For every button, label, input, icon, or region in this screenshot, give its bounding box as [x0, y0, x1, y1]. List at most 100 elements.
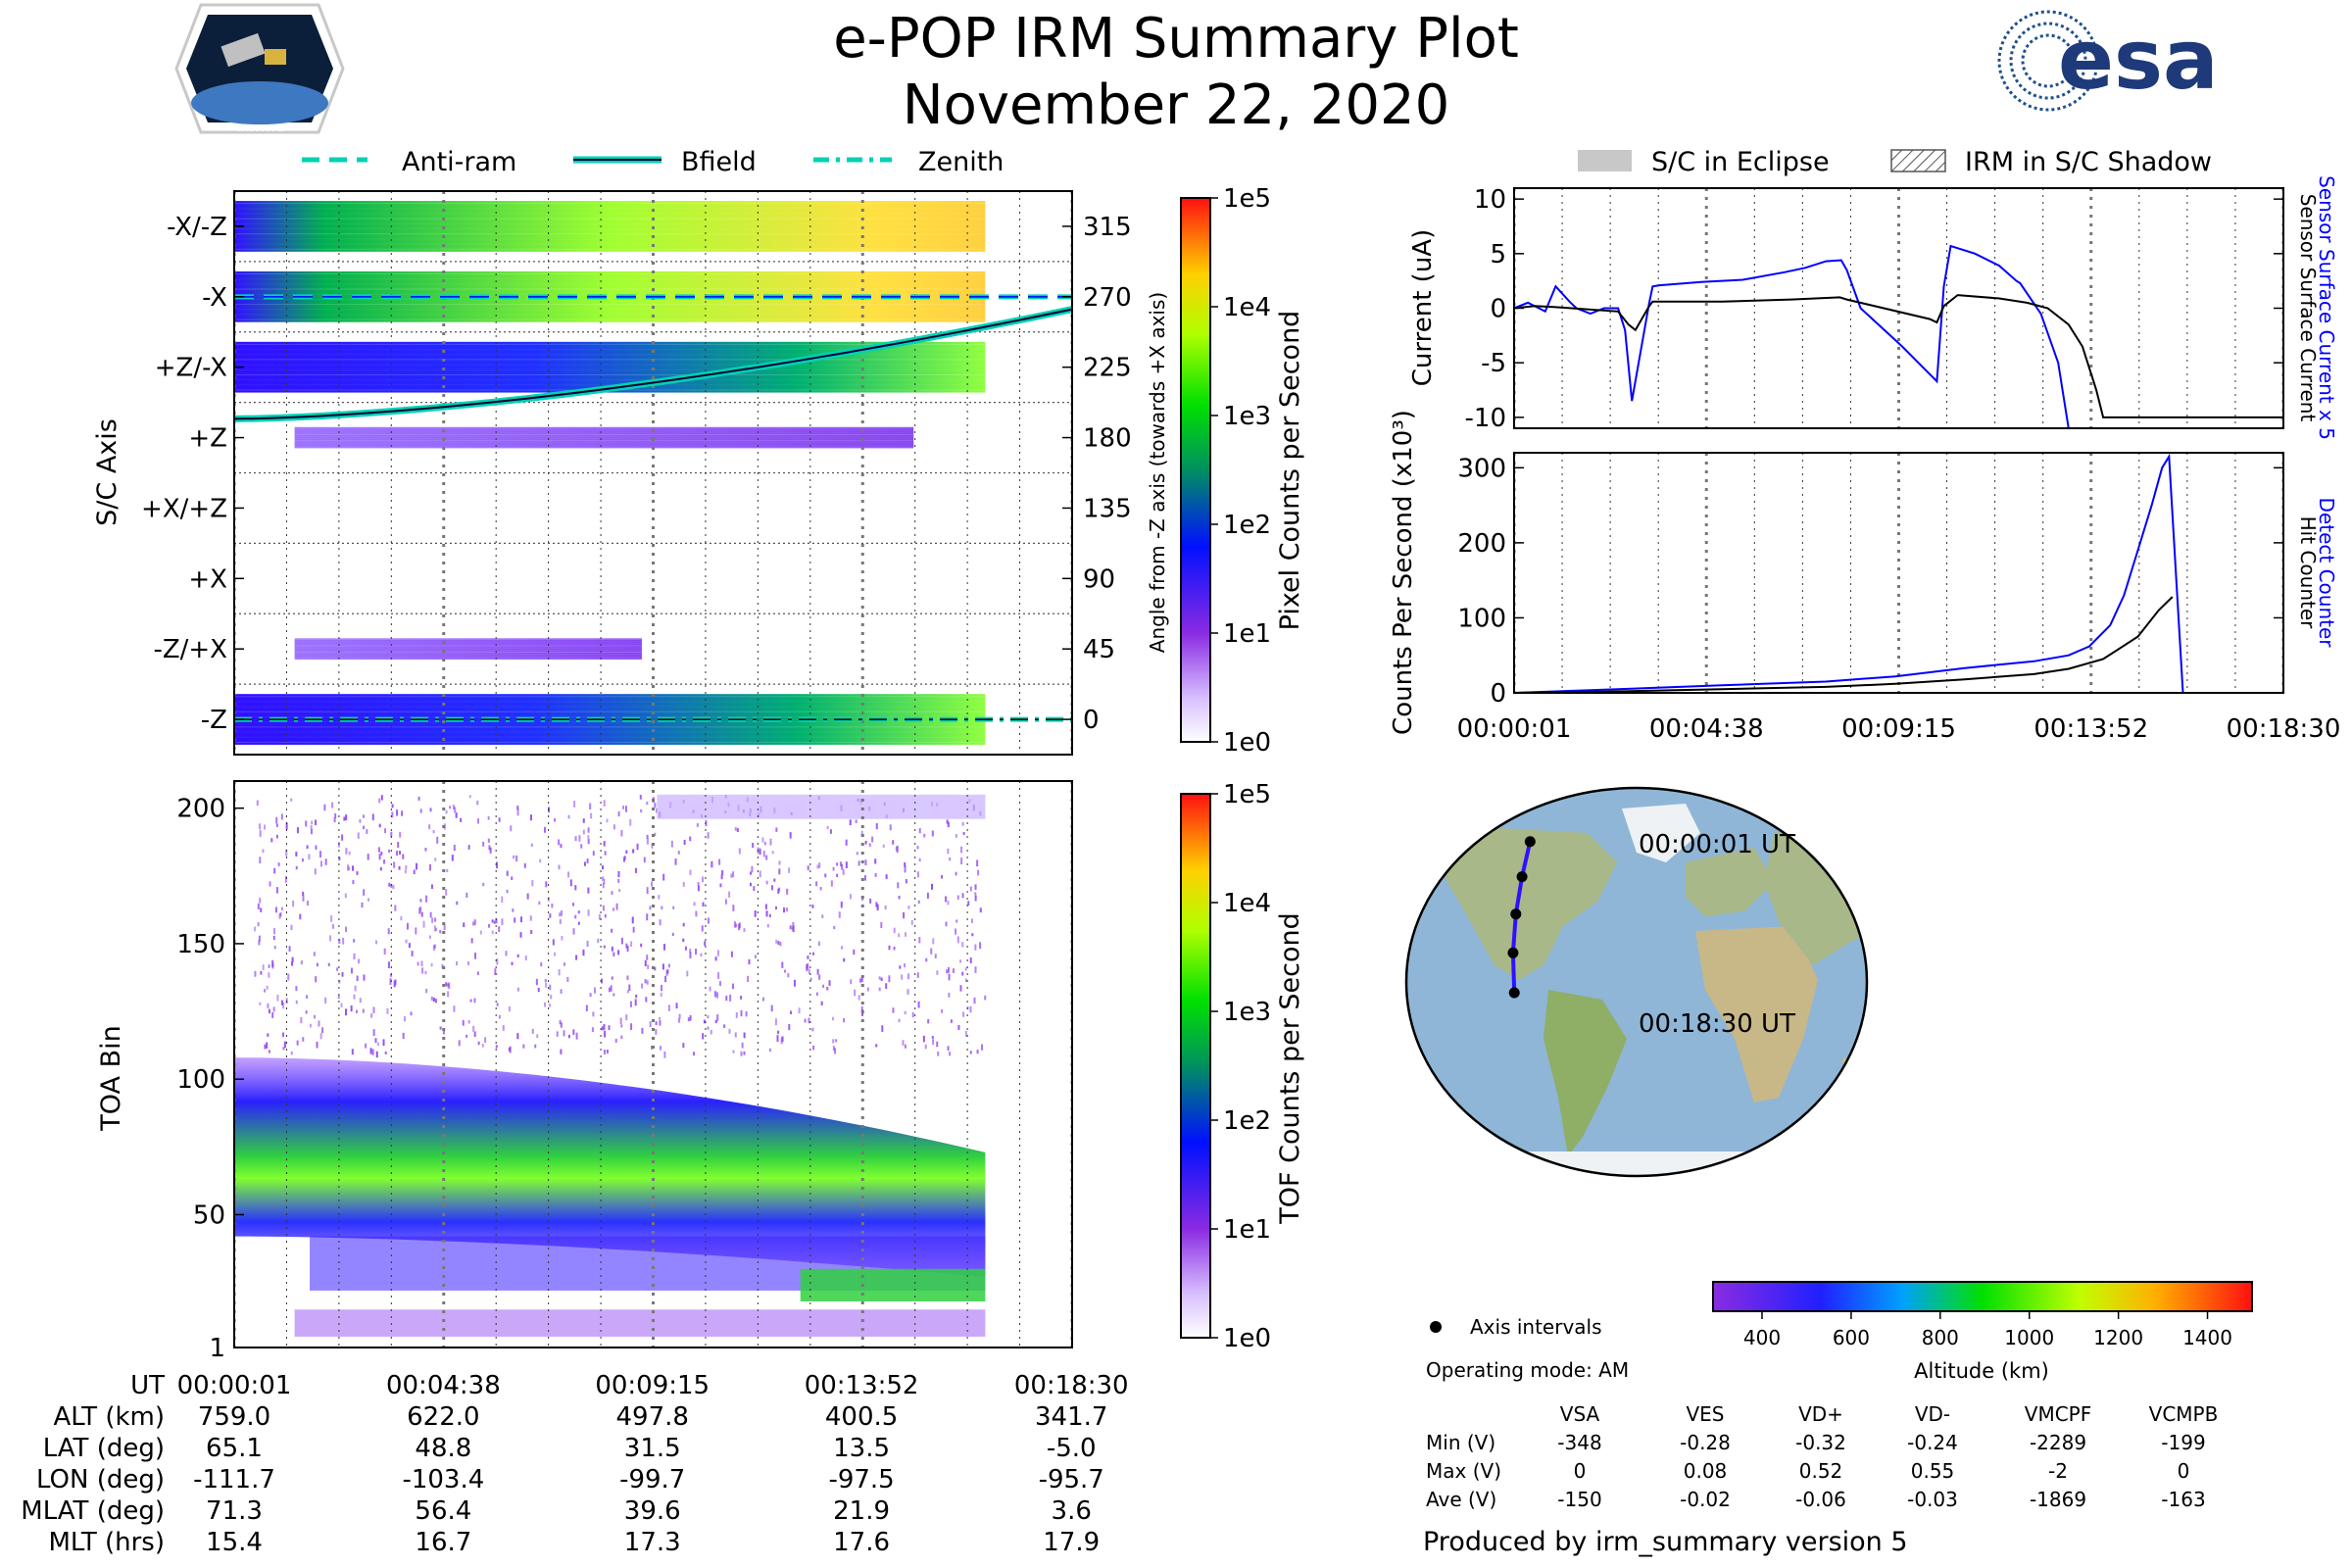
toa-speckle — [598, 913, 601, 920]
toa-speckle — [305, 820, 308, 827]
toa-speckle — [815, 992, 818, 997]
toa-speckle — [276, 994, 279, 1002]
toa-speckle — [632, 849, 635, 854]
toa-speckle — [910, 919, 913, 925]
toa-speckle — [761, 997, 764, 1002]
toa-speckle — [270, 838, 273, 843]
toa-speckle — [522, 1044, 525, 1049]
toa-speckle — [357, 832, 360, 839]
toa-speckle — [620, 937, 623, 945]
toa-speckle — [786, 907, 789, 912]
toa-speckle — [858, 860, 860, 866]
toa-speckle — [318, 851, 321, 858]
toa-speckle — [343, 816, 346, 821]
toa-speckle — [817, 941, 820, 947]
toa-speckle — [345, 926, 348, 933]
toa-speckle — [424, 970, 427, 975]
toa-speckle — [630, 1023, 633, 1031]
toa-speckle — [430, 962, 433, 967]
toa-speckle — [937, 1051, 940, 1056]
toa-speckle — [793, 979, 796, 987]
toa-speckle — [718, 858, 721, 865]
toa-speckle — [266, 985, 269, 990]
toa-speckle — [501, 918, 504, 926]
sc-overlay-lines — [234, 294, 1072, 722]
sc-band-0 — [234, 201, 986, 252]
toa-speckle — [893, 927, 896, 934]
toa-speckle — [601, 1026, 604, 1031]
toa-speckle — [885, 983, 888, 990]
toa-speckle — [961, 971, 964, 976]
toa-speckle — [425, 988, 428, 994]
toa-speckle — [678, 1018, 681, 1023]
toa-speckle — [313, 952, 316, 956]
ephemeris-cell: 00:04:38 — [386, 1371, 501, 1400]
toa-speckle — [625, 806, 628, 812]
toa-speckle — [946, 819, 949, 824]
toa-speckle — [783, 907, 786, 913]
toa-speckle — [577, 910, 580, 914]
toa-speckle — [311, 820, 314, 825]
toa-speckle — [377, 847, 380, 853]
toa-speckle — [356, 975, 359, 982]
toa-speckle — [416, 961, 419, 966]
toa-speckle — [664, 975, 667, 983]
toa-speckle — [382, 1039, 385, 1047]
toa-speckle — [693, 902, 696, 906]
toa-speckle — [526, 893, 529, 900]
toa-speckle — [467, 1020, 470, 1024]
toa-speckle — [960, 846, 963, 854]
toa-speckle — [538, 901, 541, 906]
toa-speckle — [442, 1029, 445, 1035]
toa-speckle — [259, 830, 262, 837]
toa-speckle — [466, 961, 469, 965]
toa-speckle — [275, 823, 278, 827]
toa-speckle — [979, 942, 982, 950]
toa-speckle — [659, 919, 662, 926]
toa-speckle — [572, 928, 575, 935]
toa-speckle — [319, 860, 322, 867]
toa-speckle — [878, 976, 881, 980]
toa-speckle — [424, 848, 427, 852]
toa-speckle — [716, 1014, 719, 1021]
toa-speckle — [898, 895, 901, 900]
toa-speckle — [667, 1004, 670, 1011]
mission-logo: CASSIOPE — [174, 3, 345, 134]
toa-speckle — [918, 858, 921, 862]
toa-speckle — [786, 888, 789, 895]
toa-speckle — [743, 928, 746, 933]
toa-speckle — [905, 879, 907, 884]
toa-speckle — [829, 829, 832, 834]
toa-speckle — [880, 977, 883, 981]
toa-speckle — [376, 1042, 379, 1047]
toa-speckle — [762, 851, 765, 858]
volt-header: VMCPF — [2025, 1402, 2091, 1426]
toa-speckle — [267, 1033, 270, 1037]
sc-axis-label: -X — [202, 283, 227, 313]
toa-speckle — [689, 952, 692, 958]
series-counts-0 — [1514, 453, 2283, 693]
toa-speckle — [789, 925, 792, 930]
toa-speckle — [754, 910, 757, 917]
toa-speckle — [884, 905, 887, 910]
colorbar-tick-label: 1e3 — [1223, 998, 1271, 1027]
toa-speckle — [904, 865, 906, 873]
legend-item-bfield: Bfield — [573, 147, 757, 177]
altitude-colorbar: 400 600 800 1000 1200 1400 Altitude (km) — [1712, 1281, 2253, 1383]
toa-speckle — [960, 858, 963, 865]
toa-speckle — [955, 834, 957, 838]
toa-speckle — [956, 936, 959, 944]
toa-speckle — [620, 830, 623, 837]
sc-axis-label: +Z — [188, 424, 227, 454]
legend-label-eclipse: S/C in Eclipse — [1651, 147, 1830, 177]
ytick-label: 5 — [1490, 240, 1506, 270]
toa-speckle — [258, 935, 261, 942]
toa-speckle — [367, 898, 369, 902]
toa-speckle — [948, 993, 951, 998]
toa-speckle — [296, 827, 299, 834]
toa-speckle — [290, 798, 293, 802]
toa-speckle — [592, 1011, 595, 1017]
toa-speckle — [544, 826, 547, 833]
toa-speckle — [707, 1015, 710, 1019]
toa-speckle — [432, 945, 435, 952]
